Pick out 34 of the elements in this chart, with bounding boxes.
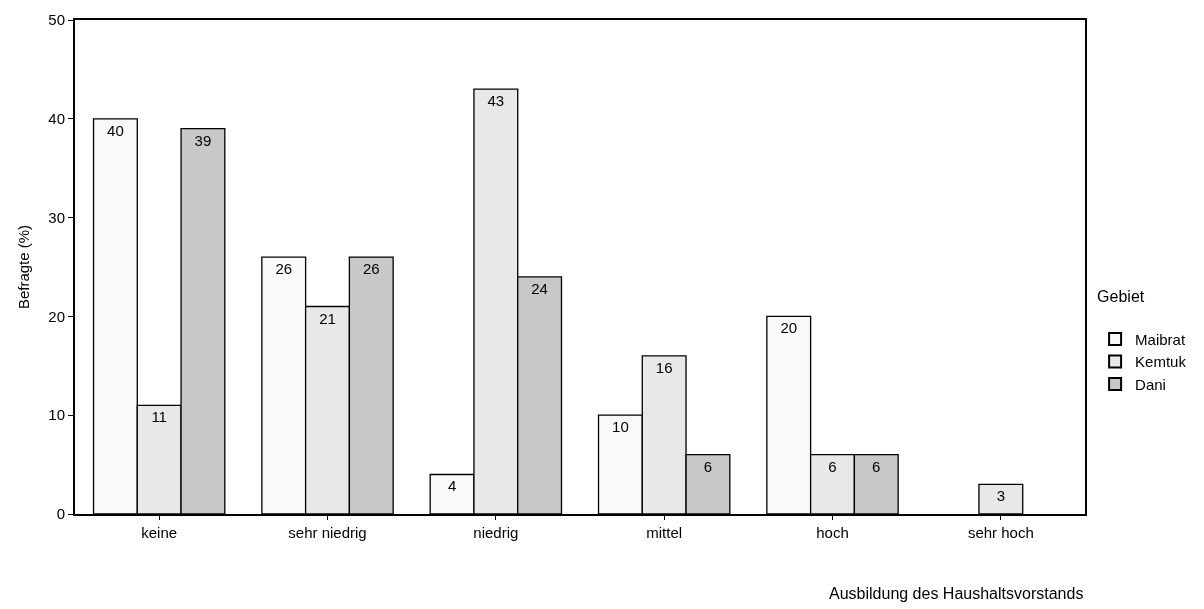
data-label: 10	[612, 418, 629, 436]
data-label: 24	[531, 279, 548, 297]
y-tick-label: 20	[48, 307, 65, 325]
data-label: 3	[996, 487, 1006, 505]
legend-label: Dani	[1135, 375, 1166, 393]
x-tick-label: hoch	[816, 524, 849, 541]
legend-label: Kemtuk	[1135, 353, 1187, 371]
y-tick-label: 10	[48, 406, 65, 424]
data-label: 16	[655, 358, 673, 376]
y-axis-title: Befragte (%)	[15, 224, 33, 310]
x-tick-label: mittel	[646, 524, 683, 541]
data-label: 40	[107, 121, 124, 139]
data-label: 11	[151, 408, 167, 426]
x-tick-label: sehr hoch	[967, 524, 1034, 541]
data-label: 20	[780, 319, 798, 337]
y-tick-label: 30	[48, 208, 65, 226]
data-label: 26	[362, 260, 380, 278]
y-tick-label: 0	[56, 505, 65, 523]
legend-title: Gebiet	[1097, 287, 1145, 305]
data-label: 6	[872, 457, 881, 475]
data-label: 43	[487, 92, 505, 110]
x-tick-label: sehr niedrig	[288, 524, 367, 541]
x-axis-title: Ausbildung des Haushaltsvorstands	[829, 585, 1084, 602]
data-label: 21	[319, 309, 336, 327]
x-tick-label: niedrig	[473, 524, 519, 541]
y-tick-label: 50	[48, 11, 65, 29]
x-tick-label: keine	[141, 524, 178, 541]
data-label: 26	[275, 260, 293, 278]
data-label: 6	[828, 457, 837, 475]
data-label: 39	[194, 131, 212, 149]
data-label: 6	[703, 457, 713, 475]
legend-label: Maibrat	[1135, 330, 1186, 348]
y-tick-label: 40	[48, 110, 65, 128]
data-label: 4	[447, 477, 457, 495]
